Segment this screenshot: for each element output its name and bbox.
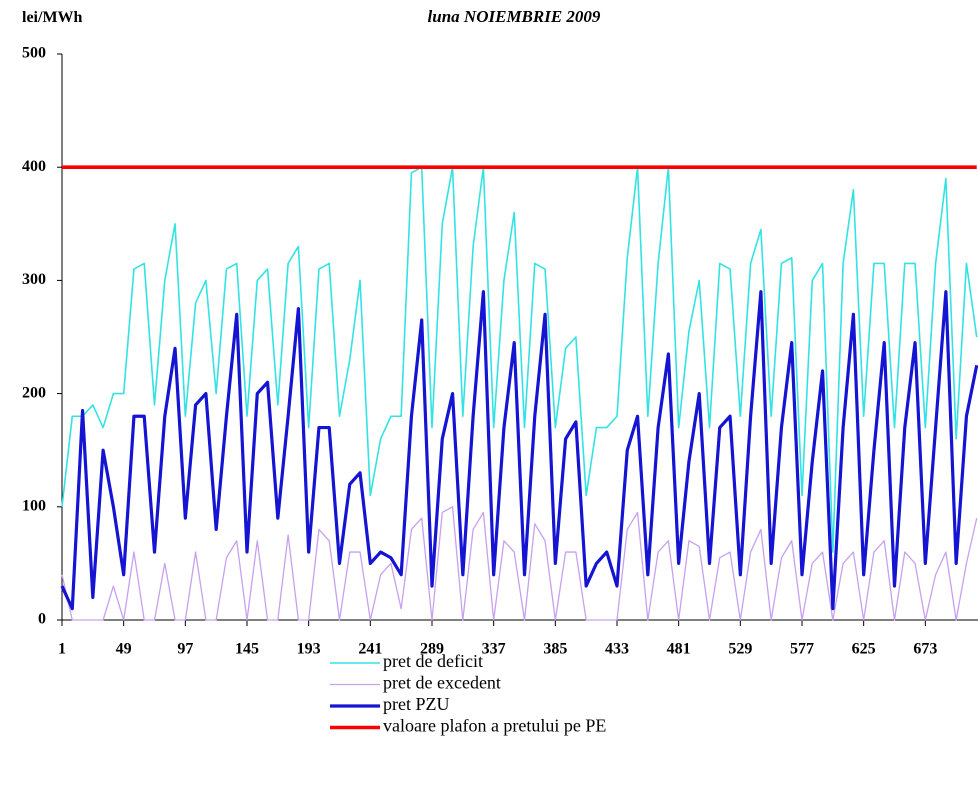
x-tick-label: 241 [358,641,382,658]
y-axis-label: lei/MWh [22,9,83,26]
x-tick-label: 337 [482,641,506,658]
x-tick-label: 385 [543,641,567,658]
x-tick-label: 193 [297,641,321,658]
x-tick-label: 577 [790,641,814,658]
legend-label: valoare plafon a pretului pe PE [383,716,606,736]
y-tick-label: 0 [38,611,46,628]
x-tick-label: 529 [728,641,752,658]
x-tick-label: 1 [58,641,66,658]
series-line [60,290,978,611]
y-tick-label: 300 [22,271,46,288]
x-tick-label: 49 [116,641,132,658]
chart-title: luna NOIEMBRIE 2009 [428,7,601,26]
y-tick-label: 500 [22,45,46,62]
y-tick-label: 100 [22,497,46,514]
y-tick-label: 400 [22,158,46,175]
x-tick-label: 97 [177,641,193,658]
x-tick-label: 481 [667,641,691,658]
x-tick-label: 625 [852,641,876,658]
x-tick-label: 433 [605,641,629,658]
legend-label: pret de excedent [383,673,501,693]
series-line [61,166,978,553]
x-tick-label: 145 [235,641,259,658]
x-tick-label: 673 [913,641,937,658]
legend-label: pret PZU [383,694,450,714]
legend-label: pret de deficit [383,651,483,671]
x-tick-label: 289 [420,641,444,658]
series-line [61,506,978,621]
y-tick-label: 200 [22,384,46,401]
